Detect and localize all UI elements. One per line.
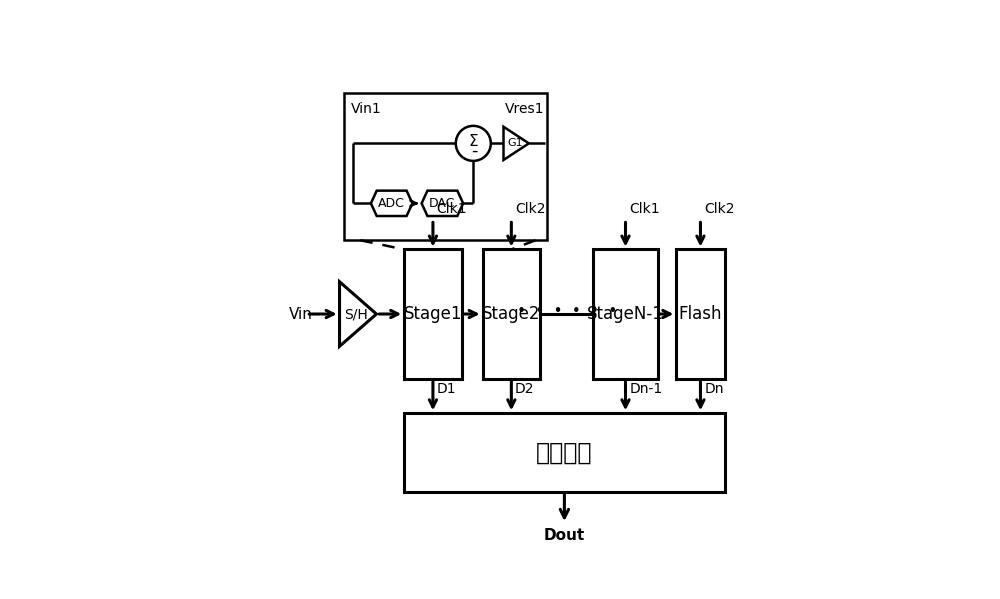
Text: Vres1: Vres1	[505, 102, 545, 116]
Text: 数字校准: 数字校准	[536, 440, 593, 464]
Text: Vin1: Vin1	[351, 102, 382, 116]
Polygon shape	[340, 282, 376, 346]
Text: Clk2: Clk2	[704, 202, 735, 216]
Text: D2: D2	[515, 382, 535, 397]
Text: Dout: Dout	[544, 528, 585, 543]
Text: Dn-1: Dn-1	[629, 382, 662, 397]
Text: Flash: Flash	[679, 305, 722, 323]
Text: G1: G1	[507, 138, 523, 149]
Polygon shape	[371, 190, 412, 216]
Text: Clk2: Clk2	[515, 202, 546, 216]
Text: S/H: S/H	[344, 307, 368, 321]
Text: ADC: ADC	[378, 197, 405, 210]
Bar	[344, 93, 547, 240]
Text: Dn: Dn	[704, 382, 724, 397]
Text: Σ: Σ	[468, 134, 478, 149]
Bar	[404, 413, 725, 492]
Polygon shape	[422, 190, 463, 216]
Text: -: -	[471, 142, 478, 160]
Bar	[404, 249, 462, 379]
Text: • • • • • •: • • • • • •	[517, 304, 617, 319]
Bar	[483, 249, 540, 379]
Text: Stage2: Stage2	[482, 305, 541, 323]
Circle shape	[456, 126, 491, 161]
Text: Clk1: Clk1	[629, 202, 660, 216]
Text: Vin: Vin	[289, 307, 313, 322]
Polygon shape	[504, 127, 529, 160]
Bar	[593, 249, 658, 379]
Text: D1: D1	[437, 382, 456, 397]
Text: Stage1: Stage1	[404, 305, 462, 323]
Text: DAC: DAC	[429, 197, 456, 210]
Bar	[676, 249, 725, 379]
Text: Clk1: Clk1	[437, 202, 467, 216]
Text: StageN-1: StageN-1	[587, 305, 664, 323]
